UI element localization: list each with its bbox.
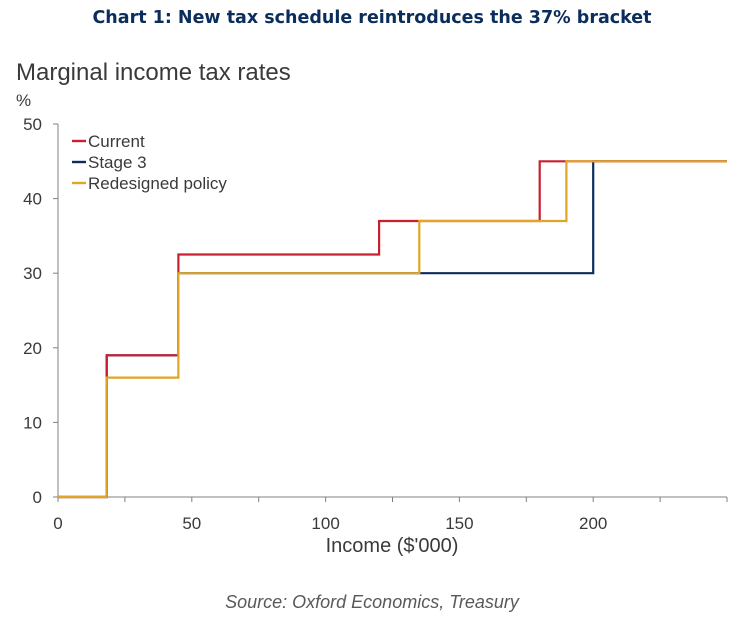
series-layer bbox=[58, 160, 727, 499]
series-line-redesigned-policy bbox=[58, 160, 727, 499]
source-note: Source: Oxford Economics, Treasury bbox=[225, 592, 519, 612]
legend-label: Current bbox=[88, 132, 145, 151]
legend-label: Redesigned policy bbox=[88, 174, 227, 193]
series-line-current bbox=[58, 160, 727, 499]
x-tick-label: 100 bbox=[311, 514, 339, 533]
series-line-stage-3 bbox=[58, 160, 727, 499]
y-tick-label: 30 bbox=[23, 264, 42, 283]
x-tick-label: 50 bbox=[182, 514, 201, 533]
legend-label: Stage 3 bbox=[88, 153, 147, 172]
y-tick-label: 40 bbox=[23, 190, 42, 209]
axes: 0 10 20 30 40 50 0 50 100 150 200 bbox=[23, 115, 728, 533]
chart-headline: Chart 1: New tax schedule reintroduces t… bbox=[92, 8, 652, 28]
y-tick-label: 50 bbox=[23, 115, 42, 134]
x-axis-label: Income ($'000) bbox=[326, 535, 459, 557]
y-tick-label: 0 bbox=[33, 488, 42, 507]
y-unit-label: % bbox=[16, 91, 31, 110]
x-tick-label: 0 bbox=[53, 514, 62, 533]
chart-subtitle: Marginal income tax rates bbox=[16, 59, 291, 86]
legend: Current Stage 3 Redesigned policy bbox=[72, 132, 227, 193]
y-tick-label: 10 bbox=[23, 413, 42, 432]
x-tick-label: 150 bbox=[445, 514, 473, 533]
x-tick-label: 200 bbox=[579, 514, 607, 533]
y-tick-label: 20 bbox=[23, 339, 42, 358]
